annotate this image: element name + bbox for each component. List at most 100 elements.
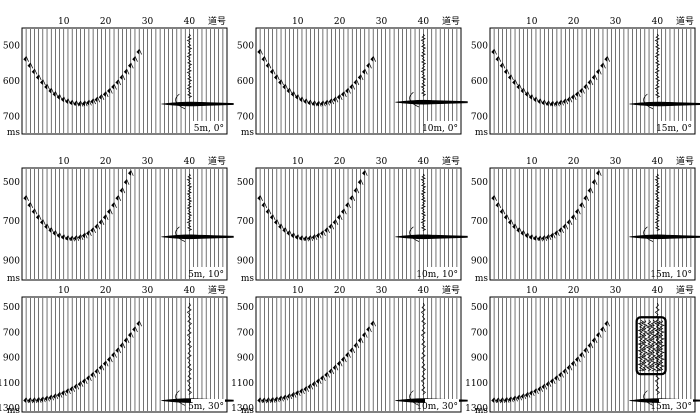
event-marker [23, 195, 27, 201]
event-marker [357, 179, 361, 185]
x-tick-label: 20 [100, 17, 112, 27]
event-marker [332, 219, 336, 225]
event-marker [596, 332, 599, 338]
event-wiggle [284, 394, 289, 401]
event-wiggle [497, 202, 502, 208]
event-wiggle [88, 230, 92, 237]
event-marker [128, 170, 131, 176]
event-wiggle [259, 397, 263, 404]
x-tick-label: 10 [526, 17, 538, 27]
event-marker [366, 62, 369, 69]
event-marker [86, 99, 89, 106]
event-wiggle [109, 208, 113, 215]
event-wiggle [590, 342, 594, 349]
y-tick-label: 1100 [465, 379, 488, 389]
x-tick-label: 40 [652, 286, 664, 296]
event-marker [44, 395, 47, 402]
event-marker [336, 94, 340, 100]
event-marker [282, 84, 286, 90]
event-marker [503, 214, 507, 220]
event-marker [541, 235, 545, 241]
event-marker [123, 68, 127, 75]
event-marker [286, 88, 290, 94]
trace-lines [493, 169, 692, 279]
event-marker [77, 234, 81, 240]
event-marker [128, 332, 131, 338]
event-marker [558, 227, 562, 233]
event-wiggle [268, 397, 272, 404]
x-tick-label: 10 [292, 157, 304, 167]
event-wiggle [96, 368, 101, 375]
event-wiggle [305, 386, 309, 392]
event-marker [69, 235, 73, 242]
x-tick-label: 40 [184, 17, 196, 27]
event-wiggle [117, 79, 122, 86]
y-tick-label: 500 [471, 303, 488, 313]
event-marker [311, 234, 315, 240]
event-marker [44, 223, 47, 230]
event-wiggle [29, 397, 34, 404]
panel-frame [21, 27, 228, 135]
panel-frame [489, 167, 696, 281]
event-wiggle [25, 56, 29, 62]
event-wiggle [284, 83, 289, 90]
event-marker [545, 234, 549, 240]
event-marker [491, 49, 495, 55]
event-wiggle [38, 74, 42, 81]
panel-label: 5m, 10° [188, 270, 224, 280]
event-wiggle [510, 396, 514, 403]
x-tick-label: 40 [184, 286, 196, 296]
event-wiggle [117, 347, 122, 354]
event-wiggle [92, 227, 96, 234]
event-marker [533, 388, 536, 394]
event-wiggle [330, 368, 335, 375]
moveout-event [257, 48, 376, 107]
event-wiggle [322, 100, 326, 107]
event-wiggle [314, 100, 318, 107]
event-wiggle [527, 391, 531, 398]
y-tick-label: 1100 [0, 379, 20, 389]
event-marker [328, 223, 332, 230]
y-axis-label: ms [475, 406, 489, 416]
event-marker [81, 232, 85, 239]
event-marker [98, 364, 102, 371]
event-marker [579, 88, 582, 94]
event-wiggle [59, 94, 63, 100]
event-marker [537, 235, 541, 242]
event-marker [491, 397, 495, 403]
event-wiggle [272, 397, 276, 403]
event-marker [591, 337, 595, 343]
event-wiggle [280, 79, 284, 86]
event-marker [596, 68, 599, 75]
event-marker [549, 378, 553, 384]
event-wiggle [564, 368, 569, 375]
event-wiggle [518, 227, 523, 234]
x-tick-label: 20 [568, 157, 580, 167]
event-marker [299, 388, 302, 394]
event-marker [123, 337, 127, 343]
event-wiggle [544, 99, 548, 106]
event-wiggle [544, 383, 548, 390]
event-marker [261, 56, 265, 62]
event-marker [558, 372, 562, 378]
event-marker [257, 195, 261, 201]
reference-wiggle [186, 173, 193, 232]
event-marker [332, 96, 336, 103]
event-marker [115, 79, 119, 85]
event-marker [77, 101, 81, 107]
event-wiggle [122, 74, 126, 81]
panel-label-bg [425, 399, 459, 411]
event-marker [119, 187, 123, 194]
reference-wiggle [186, 302, 192, 395]
trace-lines [259, 298, 458, 411]
event-marker [278, 79, 281, 85]
x-tick-label: 20 [100, 157, 112, 167]
event-marker [102, 360, 106, 367]
event-wiggle [527, 91, 531, 98]
event-marker [554, 375, 557, 381]
event-wiggle [109, 87, 113, 94]
event-wiggle [326, 99, 330, 106]
event-wiggle [556, 100, 560, 107]
event-wiggle [276, 219, 280, 226]
event-marker [307, 235, 311, 241]
